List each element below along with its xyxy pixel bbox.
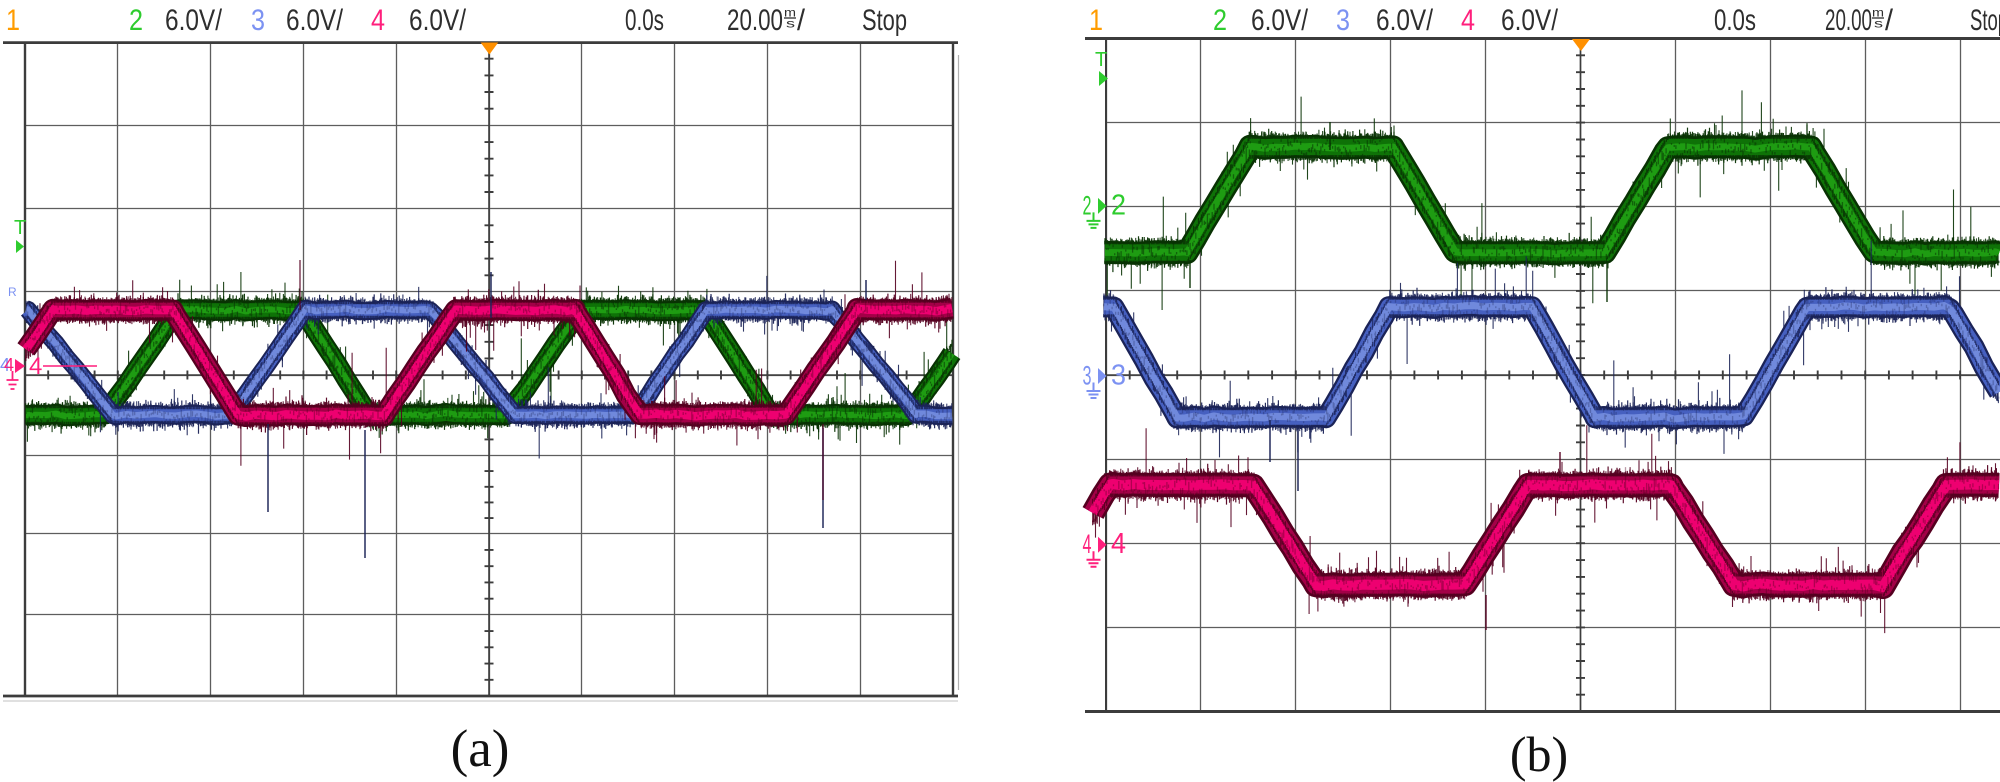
svg-text:3: 3 xyxy=(251,4,265,37)
svg-text:1: 1 xyxy=(6,4,20,37)
svg-text:4: 4 xyxy=(1111,528,1126,560)
svg-text:3: 3 xyxy=(1111,360,1126,392)
svg-text:4: 4 xyxy=(29,353,42,380)
svg-text:R: R xyxy=(8,285,17,299)
svg-text:6.0V/: 6.0V/ xyxy=(1501,4,1559,37)
svg-text:0.0s: 0.0s xyxy=(1714,4,1756,37)
svg-text:m: m xyxy=(1872,8,1884,20)
svg-text:20.00: 20.00 xyxy=(1825,4,1872,37)
svg-text:6.0V/: 6.0V/ xyxy=(409,4,467,37)
svg-text:3: 3 xyxy=(1083,361,1092,391)
svg-text:(a): (a) xyxy=(451,720,510,778)
svg-text:T: T xyxy=(14,217,26,239)
svg-text:Stop: Stop xyxy=(862,4,907,37)
svg-text:(b): (b) xyxy=(1510,726,1568,782)
svg-text:6.0V/: 6.0V/ xyxy=(1376,4,1434,37)
svg-text:2: 2 xyxy=(129,4,143,37)
svg-text:0.0s: 0.0s xyxy=(625,4,664,37)
svg-text:m: m xyxy=(784,8,796,20)
svg-text:/: / xyxy=(1885,4,1894,37)
svg-text:2: 2 xyxy=(1111,189,1126,221)
svg-text:/: / xyxy=(797,4,806,37)
svg-text:20.00: 20.00 xyxy=(727,4,783,37)
svg-text:4: 4 xyxy=(4,355,14,375)
svg-text:6.0V/: 6.0V/ xyxy=(286,4,344,37)
svg-text:4: 4 xyxy=(371,4,385,37)
svg-text:2: 2 xyxy=(1083,190,1092,220)
svg-text:T: T xyxy=(1095,49,1107,71)
svg-text:3: 3 xyxy=(1336,4,1350,37)
svg-text:s: s xyxy=(786,19,795,31)
svg-text:4: 4 xyxy=(0,355,10,375)
svg-text:4: 4 xyxy=(1461,4,1475,37)
svg-text:2: 2 xyxy=(1213,4,1227,37)
svg-text:1: 1 xyxy=(1089,4,1103,37)
svg-text:6.0V/: 6.0V/ xyxy=(165,4,223,37)
svg-text:s: s xyxy=(1874,19,1883,31)
svg-text:4: 4 xyxy=(1083,529,1092,559)
svg-text:Stop: Stop xyxy=(1970,4,2000,37)
svg-text:6.0V/: 6.0V/ xyxy=(1251,4,1309,37)
